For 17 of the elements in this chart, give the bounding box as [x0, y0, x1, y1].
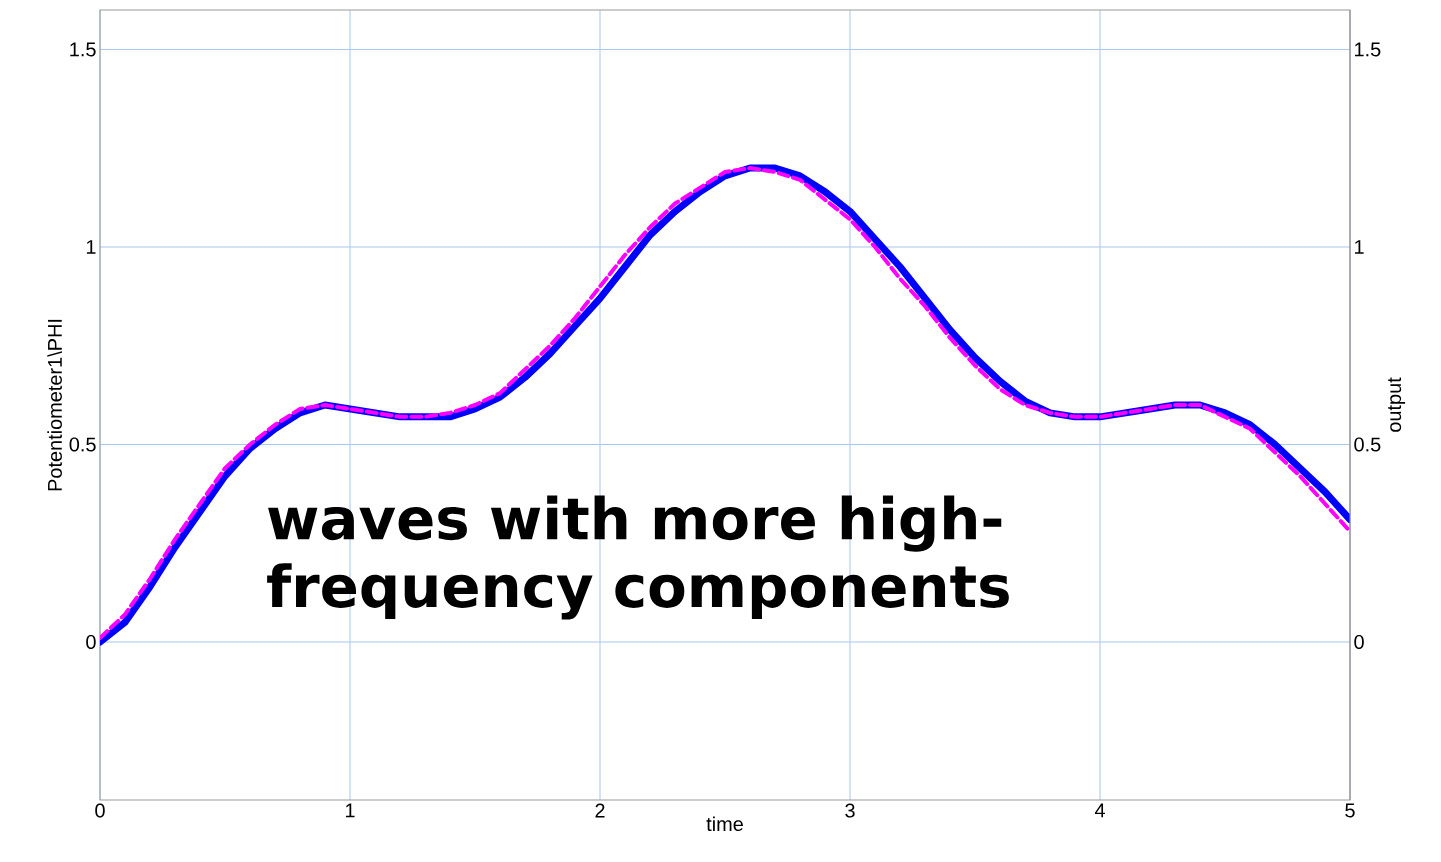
y2-tick-label: 1.5: [1355, 42, 1381, 57]
x-axis-title: time: [706, 816, 743, 832]
y-axis-title: Potentiometer1\PHI: [47, 319, 62, 491]
annotation: waves with more high-frequency components: [267, 495, 1009, 620]
y2-tick-label: 0.5: [1354, 437, 1381, 452]
y-tick-label: 1.5: [70, 42, 96, 57]
x-tick-label: 5: [1345, 803, 1355, 818]
x-tick-label: 4: [1094, 803, 1105, 818]
y2-tick-label: 0: [1354, 634, 1364, 650]
y-tick-label: 0: [86, 634, 96, 650]
x-tick-label: 3: [845, 803, 855, 818]
x-tick-label: 2: [595, 803, 605, 818]
x-tick-label: 1: [345, 803, 355, 818]
y2-axis-title: output: [1388, 377, 1406, 432]
y-tick-label: 0.5: [69, 437, 96, 452]
y2-tick-label: 1: [1355, 240, 1364, 254]
y-tick-label: 1: [86, 240, 96, 254]
